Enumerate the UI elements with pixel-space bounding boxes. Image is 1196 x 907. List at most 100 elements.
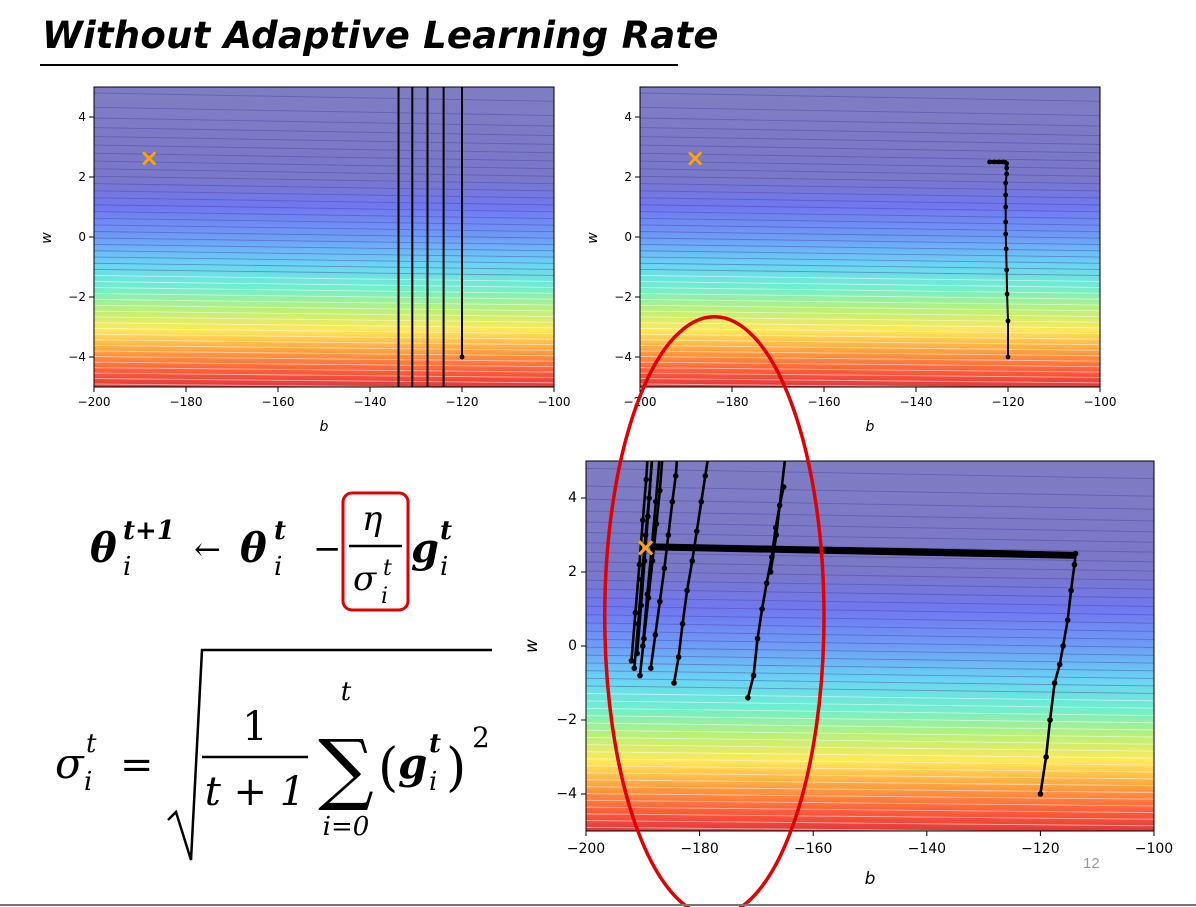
axis-ticks: −200 −180 −160 −140 −120 −100 −4 −2 0 2 4 bbox=[556, 490, 1173, 857]
descent-step-dot bbox=[653, 498, 659, 505]
contour-line bbox=[639, 268, 1101, 276]
update-rule-equation: θ t+1 i ← θ t i − η σ t i g t i bbox=[90, 491, 452, 612]
target-marker: × bbox=[139, 144, 159, 172]
x-tick-label: −120 bbox=[992, 395, 1025, 409]
descent-step-dot bbox=[1004, 171, 1010, 177]
y-tick-label: 4 bbox=[78, 110, 86, 124]
contour-line bbox=[93, 378, 555, 384]
eq2-g: g bbox=[398, 739, 427, 788]
contour-line bbox=[93, 356, 555, 362]
bottom-rule bbox=[0, 904, 1196, 906]
contour-line bbox=[639, 197, 1101, 206]
eq-theta-lhs-sup: t+1 bbox=[123, 516, 175, 546]
contour-line bbox=[93, 231, 555, 239]
contour-line bbox=[639, 183, 1101, 192]
contour-line bbox=[93, 136, 555, 145]
descent-path bbox=[635, 460, 654, 654]
contour-line bbox=[93, 372, 555, 378]
contour-line bbox=[639, 281, 1101, 288]
descent-step-dot bbox=[645, 513, 651, 520]
descent-step-dot bbox=[689, 558, 696, 564]
contour-line bbox=[639, 322, 1101, 329]
contour-line bbox=[585, 772, 1155, 780]
y-tick-label: −4 bbox=[614, 350, 632, 364]
descent-step-dot bbox=[459, 354, 465, 360]
contour-line bbox=[639, 217, 1101, 226]
contour-line bbox=[585, 588, 1155, 599]
contour-line bbox=[585, 707, 1155, 716]
eq-minus: − bbox=[313, 529, 342, 569]
descent-step-dot bbox=[657, 487, 663, 494]
contour-line bbox=[93, 197, 555, 206]
descent-step-dot bbox=[1004, 291, 1010, 297]
contour-line bbox=[639, 211, 1101, 219]
eq-theta: θ bbox=[240, 525, 267, 572]
contour-line bbox=[93, 144, 555, 154]
eq-eta: η bbox=[362, 499, 383, 539]
descent-step-dot bbox=[1003, 246, 1009, 252]
contour-line bbox=[585, 685, 1155, 694]
contour-line bbox=[639, 344, 1101, 351]
contour-line bbox=[585, 765, 1155, 773]
highlight-ellipse bbox=[603, 315, 826, 907]
descent-step-dot bbox=[1047, 717, 1053, 723]
contour-line bbox=[93, 92, 555, 102]
x-tick-label: −160 bbox=[808, 395, 841, 409]
plot-bottom-right: −200 −180 −160 −140 −120 −100 −4 −2 0 2 4 × b w bbox=[522, 315, 1173, 907]
eq2-frac-num: 1 bbox=[242, 704, 267, 750]
descent-path-plateau bbox=[651, 543, 1076, 559]
contour-lines bbox=[93, 92, 555, 389]
eq-grad: g bbox=[411, 525, 439, 572]
descent-paths bbox=[397, 87, 465, 387]
descent-step-dot bbox=[647, 665, 654, 671]
contour-line bbox=[93, 106, 555, 116]
descent-step-dot bbox=[745, 695, 751, 701]
eq2-sqrt-sign bbox=[167, 648, 492, 861]
x-tick-label: −180 bbox=[716, 395, 749, 409]
eq2-sum-lower: i=0 bbox=[323, 812, 370, 842]
descent-step-dot bbox=[628, 658, 635, 664]
descent-step-dot bbox=[1003, 219, 1009, 225]
eq-theta-lhs-sub: i bbox=[123, 552, 131, 582]
page-number: 12 bbox=[1083, 855, 1100, 872]
axis-ticks: −200 −180 −160 −140 −120 −100 −4 −2 0 2 4 bbox=[614, 110, 1116, 409]
contour-line bbox=[93, 350, 555, 357]
descent-step-dot bbox=[675, 654, 682, 660]
descent-step-dot bbox=[759, 606, 765, 612]
descent-step-dot bbox=[684, 587, 690, 594]
contour-line bbox=[93, 293, 555, 300]
contour-line bbox=[639, 92, 1101, 102]
contour-line bbox=[93, 183, 555, 192]
target-marker: × bbox=[685, 144, 705, 172]
contour-line bbox=[585, 485, 1155, 497]
contour-line bbox=[93, 299, 555, 306]
contour-line bbox=[585, 729, 1155, 738]
eq-grad-sup: t bbox=[440, 516, 452, 546]
x-tick-label: −140 bbox=[354, 395, 387, 409]
descent-paths bbox=[987, 159, 1011, 360]
contour-line bbox=[585, 532, 1155, 543]
contour-line bbox=[639, 367, 1101, 373]
contour-line bbox=[639, 160, 1101, 170]
contour-line bbox=[585, 561, 1155, 572]
descent-step-dot bbox=[698, 498, 705, 505]
y-tick-label: −2 bbox=[556, 712, 577, 728]
plot-top-right: −200 −180 −160 −140 −120 −100 −4 −2 0 2 4 × b w bbox=[585, 86, 1116, 435]
descent-step-dot bbox=[763, 580, 770, 586]
contour-line bbox=[585, 806, 1155, 814]
contour-line bbox=[639, 243, 1101, 252]
slide-title: Without Adaptive Learning Rate bbox=[42, 14, 719, 57]
plot-top-left: −200 −180 −160 −140 −120 −100 −4 −2 0 2 4 × b w bbox=[39, 86, 570, 435]
descent-step-dot bbox=[767, 569, 774, 575]
contour-line bbox=[93, 217, 555, 226]
descent-step-dot bbox=[1037, 791, 1044, 797]
descent-step-dot bbox=[1003, 231, 1009, 237]
eq-sigma-sub: i bbox=[381, 584, 388, 609]
descent-step-dot bbox=[669, 498, 676, 505]
contour-line bbox=[93, 211, 555, 219]
descent-step-dot bbox=[652, 632, 659, 638]
eq2-rparen: ) bbox=[446, 738, 466, 798]
x-tick-label: −200 bbox=[624, 395, 657, 409]
contour-line bbox=[639, 350, 1101, 357]
contour-line bbox=[93, 304, 555, 312]
